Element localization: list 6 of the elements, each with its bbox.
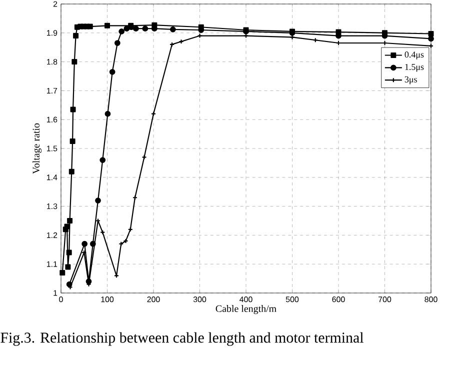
legend-label: 3μs [404,76,417,84]
legend-label: 1.5μs [405,64,424,72]
x-axis-title: Cable length/m [216,305,276,314]
caption: Fig.3. Relationship between cable length and motor terminal [0,332,364,346]
legend-label: 0.4μs [404,52,424,60]
y-axis-title: Voltage ratio [32,123,42,174]
